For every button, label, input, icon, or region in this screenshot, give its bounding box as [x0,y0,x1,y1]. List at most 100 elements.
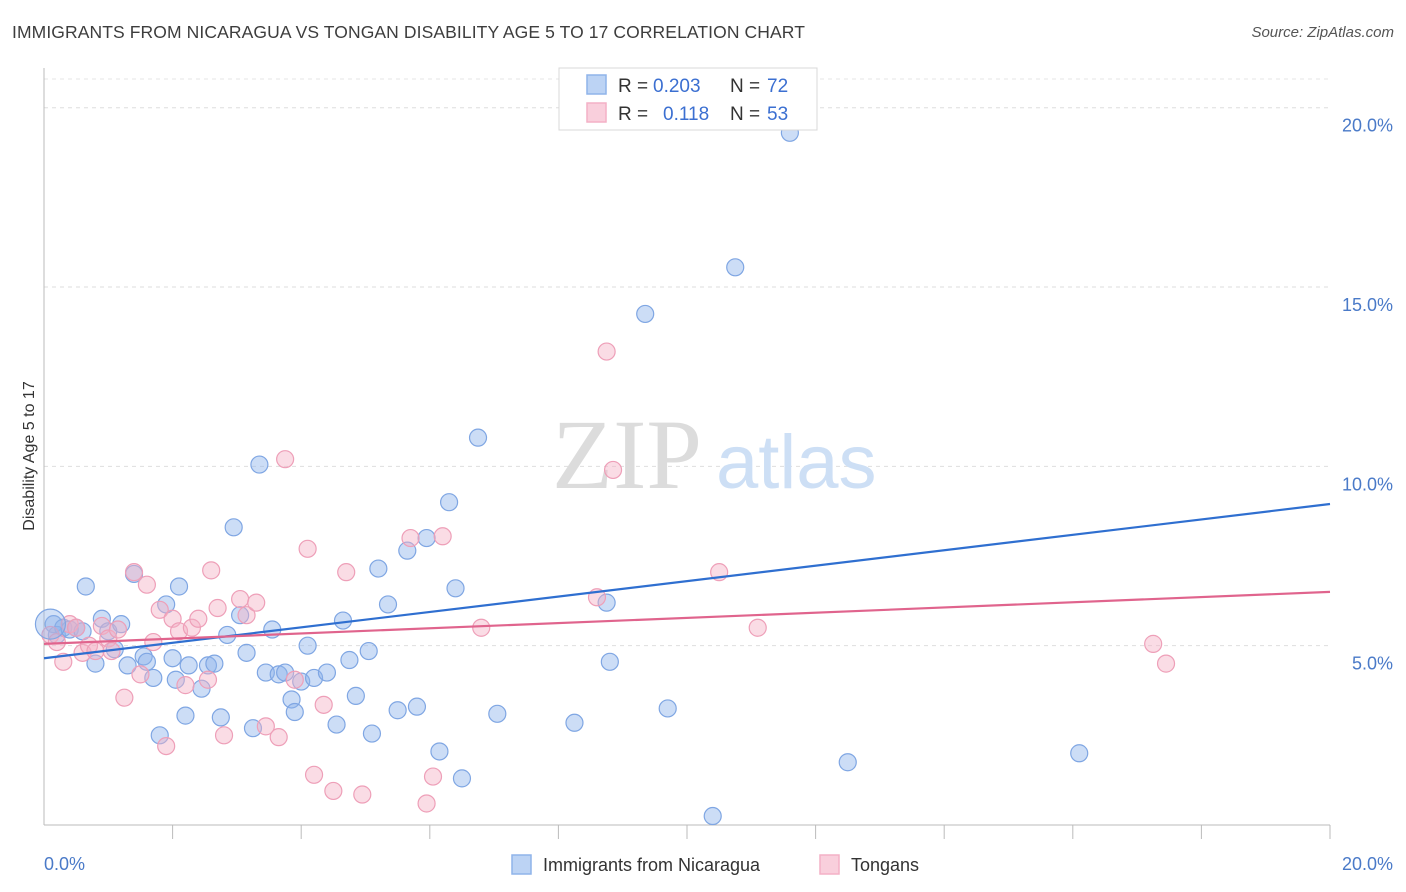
point-tongans [176,676,195,695]
y-tick-label: 20.0% [1342,116,1393,136]
point-nicaragua [112,615,131,634]
point-nicaragua [198,656,218,675]
point-nicaragua [86,654,105,673]
x-tick-labels: 0.0% 20.0% [44,854,1393,874]
point-nicaragua [468,428,488,447]
point-nicaragua [250,455,269,474]
point-nicaragua [439,493,459,512]
point-tongans [423,767,443,786]
point-nicaragua [76,577,95,596]
legend-swatch-nicaragua [586,74,607,95]
point-nicaragua [597,593,616,612]
point-nicaragua [224,518,243,537]
point-tongans [54,652,73,671]
point-tongans [137,575,156,594]
legend-box: R = 0.203 N = 72 R = 0.118 N = 53 [558,67,818,131]
point-tongans [115,688,134,707]
legend-n-value: 72 [767,76,788,97]
point-tongans [269,728,288,747]
point-tongans [1156,654,1176,673]
point-nicaragua [134,647,153,666]
point-nicaragua [726,258,745,277]
point-nicaragua [211,708,230,727]
point-tongans [231,589,250,609]
point-tongans [417,794,436,813]
point-nicaragua [44,615,63,634]
point-tongans [603,460,623,480]
point-tongans [150,600,169,619]
point-tongans [247,593,266,612]
point-tongans [108,620,128,639]
legend-r-label: R = [618,104,648,125]
point-tongans [202,561,221,580]
point-nicaragua [838,753,857,772]
legend-n-label: N = [730,76,760,97]
point-tongans [144,632,163,652]
point-tongans [324,781,343,801]
legend-r-value: 0.203 [653,76,701,97]
point-nicaragua [446,579,465,598]
point-nicaragua [1070,744,1089,763]
point-nicaragua [417,528,436,548]
x-tick-label: 0.0% [44,854,85,874]
point-nicaragua [362,724,382,743]
y-tick-label: 5.0% [1352,654,1393,674]
point-tongans [353,785,372,804]
point-nicaragua [176,706,195,725]
point-tongans [157,736,176,756]
point-nicaragua [276,663,295,682]
point-nicaragua [163,649,182,668]
bottom-legend-label-nicaragua: Immigrants from Nicaragua [543,855,761,875]
point-tongans [597,342,616,361]
bottom-legend-swatch-tongans [819,854,840,875]
point-nicaragua [658,699,677,718]
chart-title: IMMIGRANTS FROM NICARAGUA VS TONGAN DISA… [12,22,805,42]
legend-r-label: R = [618,76,648,97]
point-nicaragua [565,713,584,732]
point-nicaragua [703,806,722,826]
point-nicaragua [169,577,189,596]
point-nicaragua [327,715,346,734]
point-nicaragua [285,702,304,722]
point-nicaragua [166,670,185,689]
point-nicaragua [346,686,365,705]
point-tongans [237,606,256,625]
trend-line-nicaragua [43,502,1331,660]
point-tongans [472,618,491,637]
point-nicaragua [237,643,256,662]
point-nicaragua [298,636,317,655]
point-tongans [748,618,767,637]
point-tongans [189,609,208,628]
point-nicaragua [636,304,655,324]
point-tongans [276,450,295,469]
point-tongans [198,670,218,689]
y-tick-labels: 5.0% 10.0% 15.0% 20.0% [1342,116,1393,674]
point-nicaragua [369,559,388,578]
gridlines [44,78,1330,647]
point-nicaragua [388,701,407,720]
point-nicaragua [378,595,398,614]
point-nicaragua [430,742,449,761]
point-tongans [214,726,234,745]
point-nicaragua [118,656,137,675]
legend-n-label: N = [730,104,760,125]
legend-swatch-tongans [586,102,607,123]
point-tongans [433,527,452,546]
bottom-legend-label-tongans: Tongans [851,855,919,875]
point-tongans [401,528,420,548]
bottom-legend-swatch-nicaragua [511,854,532,875]
point-nicaragua [150,726,169,745]
point-nicaragua [340,650,359,670]
point-tongans [208,598,227,618]
point-tongans [314,695,333,714]
point-tongans [67,618,86,637]
point-nicaragua [317,663,337,682]
point-tongans [337,563,356,582]
point-nicaragua [205,654,224,673]
source-note: Source: ZipAtlas.com [1251,24,1394,41]
point-nicaragua [231,606,250,625]
point-tongans [1144,634,1163,653]
trend-lines [43,502,1331,660]
point-nicaragua [452,769,472,788]
